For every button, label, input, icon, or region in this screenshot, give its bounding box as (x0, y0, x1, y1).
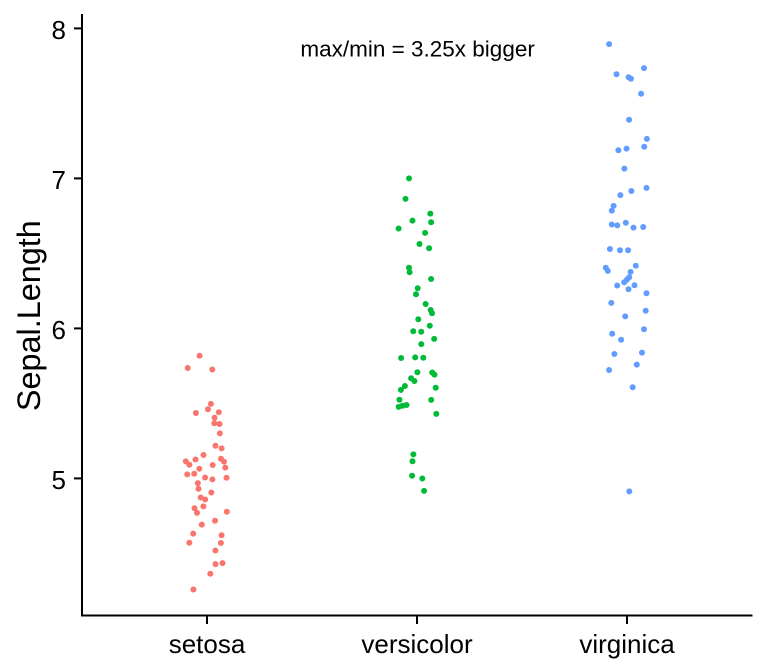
svg-text:max/min = 3.25x bigger: max/min = 3.25x bigger (300, 37, 535, 62)
svg-text:7: 7 (52, 165, 66, 195)
svg-text:setosa: setosa (169, 629, 246, 659)
svg-text:5: 5 (52, 465, 66, 495)
svg-text:virginica: virginica (579, 629, 675, 659)
svg-text:8: 8 (52, 15, 66, 45)
svg-text:versicolor: versicolor (361, 629, 473, 659)
svg-text:Sepal.Length: Sepal.Length (11, 220, 47, 411)
svg-text:6: 6 (52, 315, 66, 345)
